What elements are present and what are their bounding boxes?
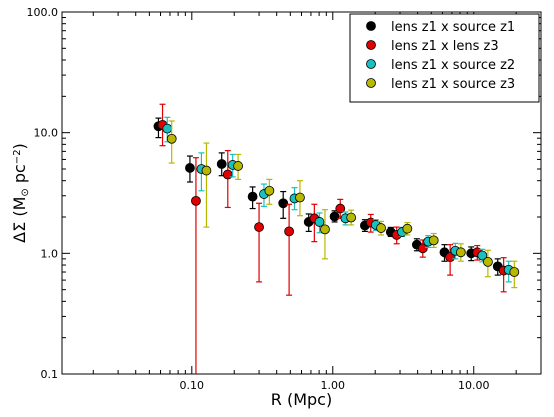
- data-point: [254, 222, 264, 232]
- series-2: [157, 103, 509, 374]
- x-tick-labels: 0.10 1.00 10.00: [180, 379, 490, 392]
- data-point: [346, 212, 357, 223]
- legend: lens z1 x source z1 lens z1 x lens z3 lens…: [349, 13, 540, 103]
- legend-marker: [366, 21, 376, 31]
- data-point: [247, 191, 258, 202]
- y-tick-label: 1.0: [41, 247, 59, 260]
- data-point: [233, 161, 243, 171]
- y-tick-label: 0.1: [41, 368, 59, 381]
- legend-marker: [366, 40, 376, 50]
- y-tick-label: 10.0: [34, 127, 59, 140]
- data-point: [335, 203, 346, 214]
- series-4: [166, 120, 520, 289]
- data-point: [216, 159, 227, 169]
- y-tick-label: 100.0: [27, 6, 59, 19]
- data-point: [185, 163, 195, 173]
- data-point: [320, 224, 330, 235]
- legend-label: lens z1 x source z2: [391, 58, 515, 73]
- y-axis-title: ΔΣ (M⊙ pc−2): [10, 143, 31, 243]
- data-point: [482, 256, 493, 267]
- legend-label: lens z1 x source z3: [391, 77, 515, 92]
- x-axis-title: R (Mpc): [271, 390, 332, 409]
- y-tick-labels: 0.1 1.0 10.0 100.0: [27, 6, 59, 381]
- data-point: [402, 223, 413, 234]
- data-point: [162, 123, 173, 134]
- data-point: [477, 250, 488, 261]
- x-tick-label: 1.00: [321, 379, 346, 392]
- data-point: [264, 185, 275, 196]
- data-point: [166, 133, 177, 144]
- data-point: [428, 235, 439, 246]
- data-point: [201, 165, 212, 176]
- data-point: [329, 211, 340, 222]
- data-point: [278, 198, 289, 209]
- legend-label: lens z1 x source z1: [391, 20, 515, 35]
- data-point: [222, 169, 233, 180]
- data-point: [284, 226, 295, 237]
- data-point: [314, 217, 325, 227]
- data-point: [417, 243, 428, 254]
- legend-marker: [366, 78, 376, 88]
- data-point: [376, 223, 386, 233]
- data-point: [295, 192, 305, 203]
- data-point: [509, 267, 520, 277]
- data-series: [153, 103, 520, 374]
- x-tick-label: 0.10: [180, 379, 205, 392]
- data-point: [191, 195, 201, 206]
- x-tick-label: 10.00: [458, 379, 490, 392]
- data-point: [455, 247, 466, 258]
- legend-label: lens z1 x lens z3: [391, 39, 499, 54]
- legend-box: [349, 13, 540, 103]
- legend-marker: [366, 59, 376, 69]
